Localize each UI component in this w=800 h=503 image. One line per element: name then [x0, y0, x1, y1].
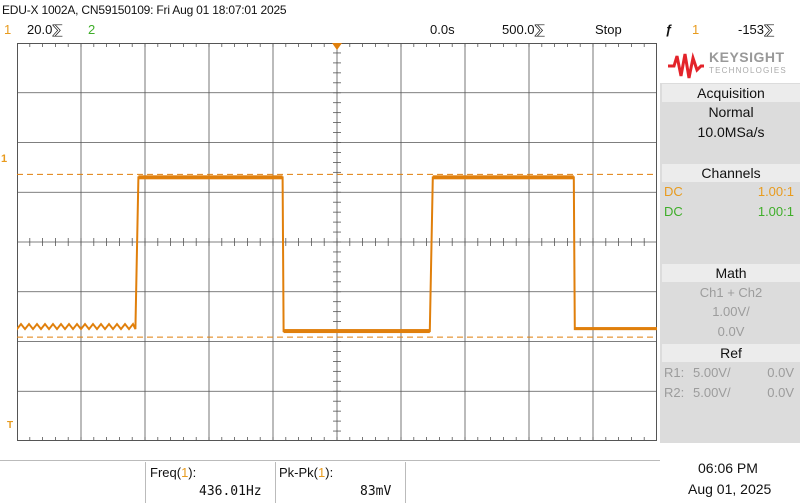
math-expression: Ch1 + Ch2 — [699, 285, 763, 300]
trigger-marker[interactable]: T — [7, 420, 14, 431]
ch1-waveform — [17, 175, 657, 334]
measure-separator-3 — [405, 462, 406, 503]
ch1-coupling: DC — [664, 184, 683, 199]
trigger-source[interactable]: 1 — [692, 22, 700, 37]
math-header[interactable]: Math — [662, 264, 800, 282]
waveform-display[interactable] — [17, 43, 657, 441]
math-scale: 1.00V/ — [712, 304, 750, 319]
pkpk-value: 83mV — [360, 484, 392, 499]
ch1-number[interactable]: 1 — [4, 22, 12, 37]
ch2-coupling: DC — [664, 204, 683, 219]
keysight-wave-icon — [668, 52, 704, 79]
graticule — [17, 43, 657, 441]
acquisition-mode: Normal — [708, 104, 754, 120]
ch1-high-band — [432, 175, 574, 180]
ref2-name: R2: — [664, 385, 685, 400]
ch1-high-band — [138, 175, 283, 180]
pkpk-label[interactable]: Pk-Pk(1): — [279, 465, 334, 480]
sample-rate: 10.0MSa/s — [697, 124, 765, 140]
brand-name: KEYSIGHT — [709, 49, 785, 65]
channels-header[interactable]: Channels — [662, 164, 800, 182]
acquisition-header[interactable]: Acquisition — [662, 84, 800, 102]
side-panel — [660, 43, 800, 443]
brand-subtitle: TECHNOLOGIES — [709, 66, 787, 75]
ch1-ground-marker[interactable]: 1 — [1, 153, 8, 165]
clock-date: Aug 01, 2025 — [688, 481, 772, 497]
ch1-low-band — [283, 329, 430, 334]
ref-header[interactable]: Ref — [662, 344, 800, 362]
ch2-probe: 1.00:1 — [757, 204, 794, 219]
time-position[interactable]: 0.0s — [430, 22, 455, 37]
ch1-probe: 1.00:1 — [757, 184, 794, 199]
ch1-low-band — [574, 327, 657, 331]
status-bar: 1 20.0⅀ 2 0.0s 500.0⅀ Stop ƒ 1 -153⅀ — [0, 22, 800, 42]
measure-divider — [0, 460, 660, 461]
trigger-level[interactable]: -153⅀ — [738, 22, 775, 37]
trigger-time-marker — [332, 43, 342, 50]
ref1-name: R1: — [664, 365, 685, 380]
measure-separator-1 — [145, 462, 146, 503]
freq-label[interactable]: Freq(1): — [150, 465, 197, 480]
logo-area — [660, 43, 800, 83]
level-markers — [17, 43, 657, 338]
freq-value: 436.01Hz — [199, 484, 262, 499]
math-offset: 0.0V — [717, 324, 745, 339]
ref2-scale: 5.00V/ — [693, 385, 731, 400]
clock-time: 06:06 PM — [698, 460, 758, 476]
ref1-offset: 0.0V — [767, 365, 794, 380]
measure-separator-2 — [275, 462, 276, 503]
ref2-offset: 0.0V — [767, 385, 794, 400]
window-title: EDU-X 1002A, CN59150109: Fri Aug 01 18:0… — [2, 3, 287, 17]
time-scale[interactable]: 500.0⅀ — [502, 22, 546, 37]
ch1-scale[interactable]: 20.0⅀ — [27, 22, 63, 37]
trigger-edge-icon: ƒ — [665, 22, 673, 37]
ref1-scale: 5.00V/ — [693, 365, 731, 380]
run-state[interactable]: Stop — [595, 22, 622, 37]
ch2-number[interactable]: 2 — [88, 22, 96, 37]
